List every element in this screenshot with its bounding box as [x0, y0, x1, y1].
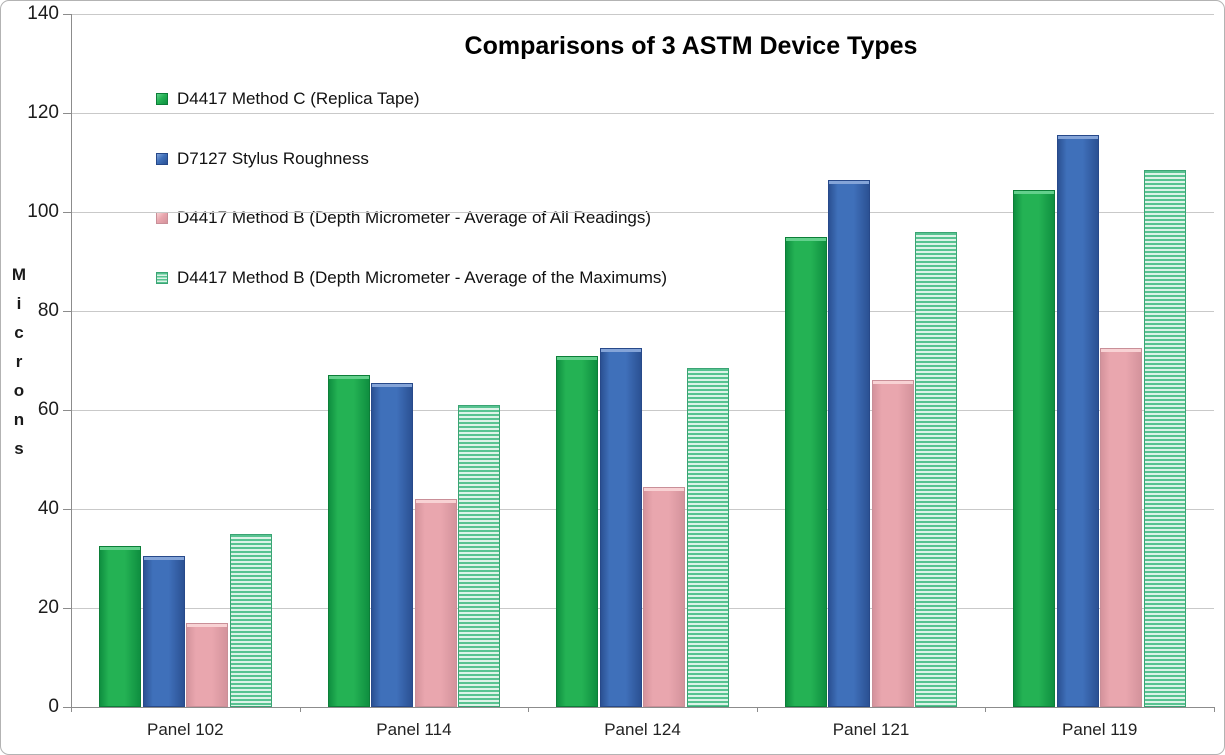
y-tick-60 — [63, 410, 71, 411]
legend-item-0: D4417 Method C (Replica Tape) — [156, 89, 420, 109]
legend-item-3: D4417 Method B (Depth Micrometer - Avera… — [156, 268, 667, 288]
x-axis-line — [71, 707, 1215, 708]
y-tick-label-60: 60 — [37, 399, 59, 420]
legend-label: D4417 Method B (Depth Micrometer - Avera… — [177, 208, 652, 227]
y-tick-80 — [63, 311, 71, 312]
legend-swatch-icon — [156, 93, 168, 105]
gridline-40 — [71, 509, 1214, 510]
bar-s3-panel-119 — [1143, 169, 1186, 707]
y-tick-label-140: 140 — [27, 3, 59, 24]
bar-s3-panel-114 — [458, 405, 501, 707]
bar-s1-panel-124 — [599, 348, 642, 707]
y-tick-label-20: 20 — [37, 597, 59, 618]
bar-s1-panel-119 — [1056, 135, 1099, 707]
legend-swatch-icon — [156, 212, 168, 224]
bar-s2-panel-102 — [186, 622, 229, 707]
bar-s0-panel-119 — [1013, 189, 1056, 707]
x-category-label-panel-114: Panel 114 — [376, 720, 452, 739]
bar-s2-panel-114 — [414, 499, 457, 707]
bar-s2-panel-119 — [1100, 348, 1143, 707]
y-tick-label-100: 100 — [27, 201, 59, 222]
bar-s1-panel-121 — [828, 179, 871, 707]
y-tick-140 — [63, 14, 71, 15]
gridline-120 — [71, 113, 1214, 114]
y-tick-20 — [63, 608, 71, 609]
x-boundary-tick-0 — [71, 707, 72, 712]
y-axis-line — [71, 14, 72, 707]
y-tick-label-80: 80 — [37, 300, 59, 321]
x-boundary-tick-1 — [299, 707, 301, 712]
gridline-80 — [71, 311, 1214, 312]
gridline-60 — [71, 410, 1214, 411]
legend-swatch-icon — [156, 271, 168, 284]
y-tick-label-40: 40 — [37, 498, 59, 519]
y-tick-label-0: 0 — [48, 696, 59, 717]
y-tick-label-120: 120 — [27, 102, 59, 123]
legend-label: D4417 Method C (Replica Tape) — [177, 89, 420, 108]
gridline-20 — [71, 608, 1214, 609]
y-tick-120 — [63, 113, 71, 114]
legend-label: D4417 Method B (Depth Micrometer - Avera… — [177, 267, 668, 287]
y-axis-title: M i c r o n s — [11, 265, 27, 458]
bar-s1-panel-102 — [142, 556, 185, 707]
bar-s1-panel-114 — [371, 382, 414, 707]
legend-swatch-icon — [156, 152, 168, 165]
bar-s2-panel-124 — [643, 486, 686, 707]
x-boundary-tick-2 — [528, 707, 530, 712]
legend-item-1: D7127 Stylus Roughness — [156, 149, 369, 169]
x-boundary-tick-3 — [756, 707, 758, 712]
bar-s2-panel-121 — [871, 380, 914, 707]
x-category-label-panel-121: Panel 121 — [832, 720, 910, 739]
bar-s3-panel-102 — [229, 533, 272, 707]
y-tick-0 — [63, 707, 71, 708]
gridline-140 — [71, 14, 1214, 15]
bar-s3-panel-121 — [915, 231, 958, 707]
chart-title: Comparisons of 3 ASTM Device Types — [464, 32, 918, 60]
x-category-label-panel-102: Panel 102 — [147, 720, 224, 739]
gridline-100 — [71, 212, 1214, 213]
bar-s0-panel-124 — [556, 355, 599, 707]
x-category-label-panel-124: Panel 124 — [604, 720, 681, 739]
y-tick-100 — [63, 212, 71, 213]
bar-s0-panel-102 — [99, 546, 142, 707]
y-tick-40 — [63, 509, 71, 510]
bar-s0-panel-114 — [327, 375, 370, 707]
legend-label: D7127 Stylus Roughness — [177, 148, 369, 168]
bar-s3-panel-124 — [686, 367, 729, 707]
bar-s0-panel-121 — [784, 236, 827, 707]
x-boundary-tick-4 — [985, 707, 987, 712]
x-category-label-panel-119: Panel 119 — [1062, 720, 1138, 739]
legend-item-2: D4417 Method B (Depth Micrometer - Avera… — [156, 208, 651, 228]
x-boundary-tick-5 — [1214, 707, 1215, 712]
